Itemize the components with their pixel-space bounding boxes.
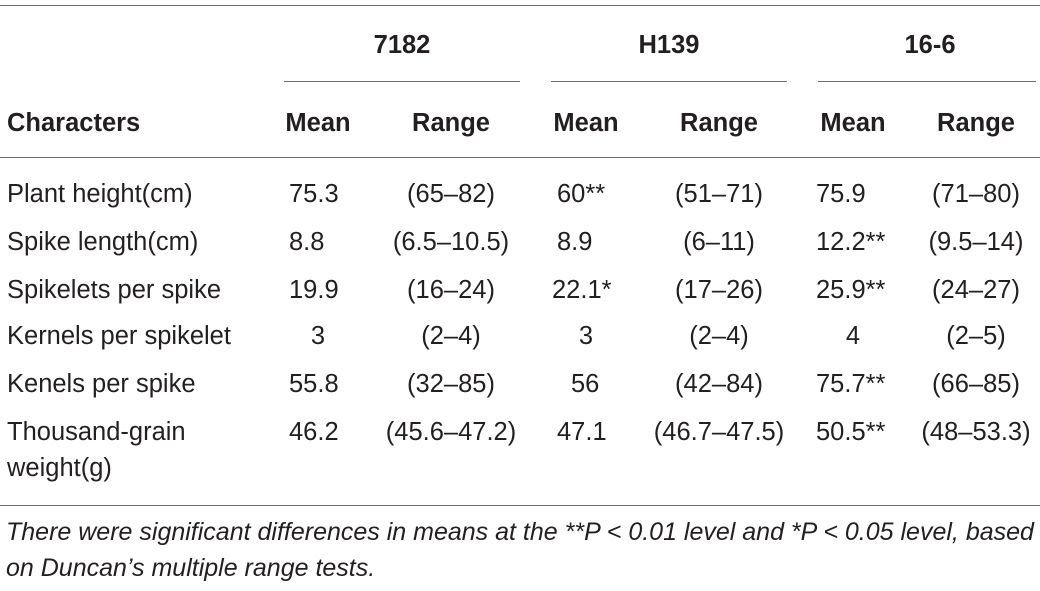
sub-header-mean-h139: Mean (553, 109, 619, 137)
row-label: Spike length(cm) (7, 228, 199, 256)
table-cell: (66–85) (932, 370, 1020, 398)
characters-header: Characters (7, 109, 141, 137)
table-cell: 3 (578, 322, 594, 350)
row-label: Spikelets per spike (7, 276, 222, 304)
group-header-h139: H139 (638, 31, 700, 59)
table-cell: (48–53.3) (921, 418, 1031, 446)
table-cell: (71–80) (932, 180, 1020, 208)
table-cell: 50.5** (816, 418, 886, 446)
table-cell: 56 (571, 370, 600, 398)
group-rule-7182 (284, 81, 520, 82)
bottom-rule (0, 505, 1040, 506)
table-cell: 8.9 (557, 228, 593, 256)
table-cell: 19.9 (289, 276, 339, 304)
table-cell: 55.8 (289, 370, 339, 398)
table-cell: 8.8 (289, 228, 325, 256)
table-cell: (2–5) (946, 322, 1006, 350)
table-cell: (24–27) (932, 276, 1020, 304)
sub-header-range-h139: Range (680, 109, 758, 137)
sub-header-range-16-6: Range (937, 109, 1015, 137)
group-header-7182: 7182 (373, 31, 431, 59)
table-cell: 25.9** (816, 276, 886, 304)
table-cell: 75.9 (816, 180, 866, 208)
table-cell: (46.7–47.5) (653, 418, 785, 446)
table-cell: (16–24) (407, 276, 495, 304)
row-label: Plant height(cm) (7, 180, 193, 208)
table-cell: 3 (310, 322, 326, 350)
table-cell: 4 (845, 322, 861, 350)
row-label: Kernels per spikelet (7, 322, 231, 350)
table-cell: (9.5–14) (928, 228, 1024, 256)
sub-header-mean-7182: Mean (285, 109, 351, 137)
table-cell: (2–4) (689, 322, 749, 350)
header-rule (0, 157, 1040, 158)
table-cell: 12.2** (816, 228, 886, 256)
table-footnote: There were significant differences in me… (6, 518, 1034, 582)
table-cell: (51–71) (675, 180, 763, 208)
row-label: Kenels per spike (7, 370, 196, 398)
table-cell: 75.7** (816, 370, 886, 398)
row-label: Thousand-grain (7, 418, 186, 446)
sub-header-range-7182: Range (412, 109, 490, 137)
table-cell: 47.1 (557, 418, 607, 446)
group-rule-h139 (551, 81, 787, 82)
table-cell: (65–82) (407, 180, 495, 208)
group-header-16-6: 16-6 (904, 31, 956, 59)
table-cell: (42–84) (675, 370, 763, 398)
table-cell: 75.3 (289, 180, 339, 208)
sub-header-mean-16-6: Mean (820, 109, 886, 137)
table-cell: (6.5–10.5) (392, 228, 510, 256)
table-cell: 22.1* (552, 276, 612, 304)
row-label-continuation: weight(g) (7, 454, 112, 482)
table-cell: (6–11) (683, 228, 755, 256)
table-cell: (45.6–47.2) (385, 418, 517, 446)
table-cell: 60** (557, 180, 606, 208)
table-cell: (2–4) (421, 322, 481, 350)
top-rule (0, 5, 1040, 6)
table-cell: (17–26) (675, 276, 763, 304)
table-cell: 46.2 (289, 418, 339, 446)
table-cell: (32–85) (407, 370, 495, 398)
group-rule-16-6 (818, 81, 1036, 82)
